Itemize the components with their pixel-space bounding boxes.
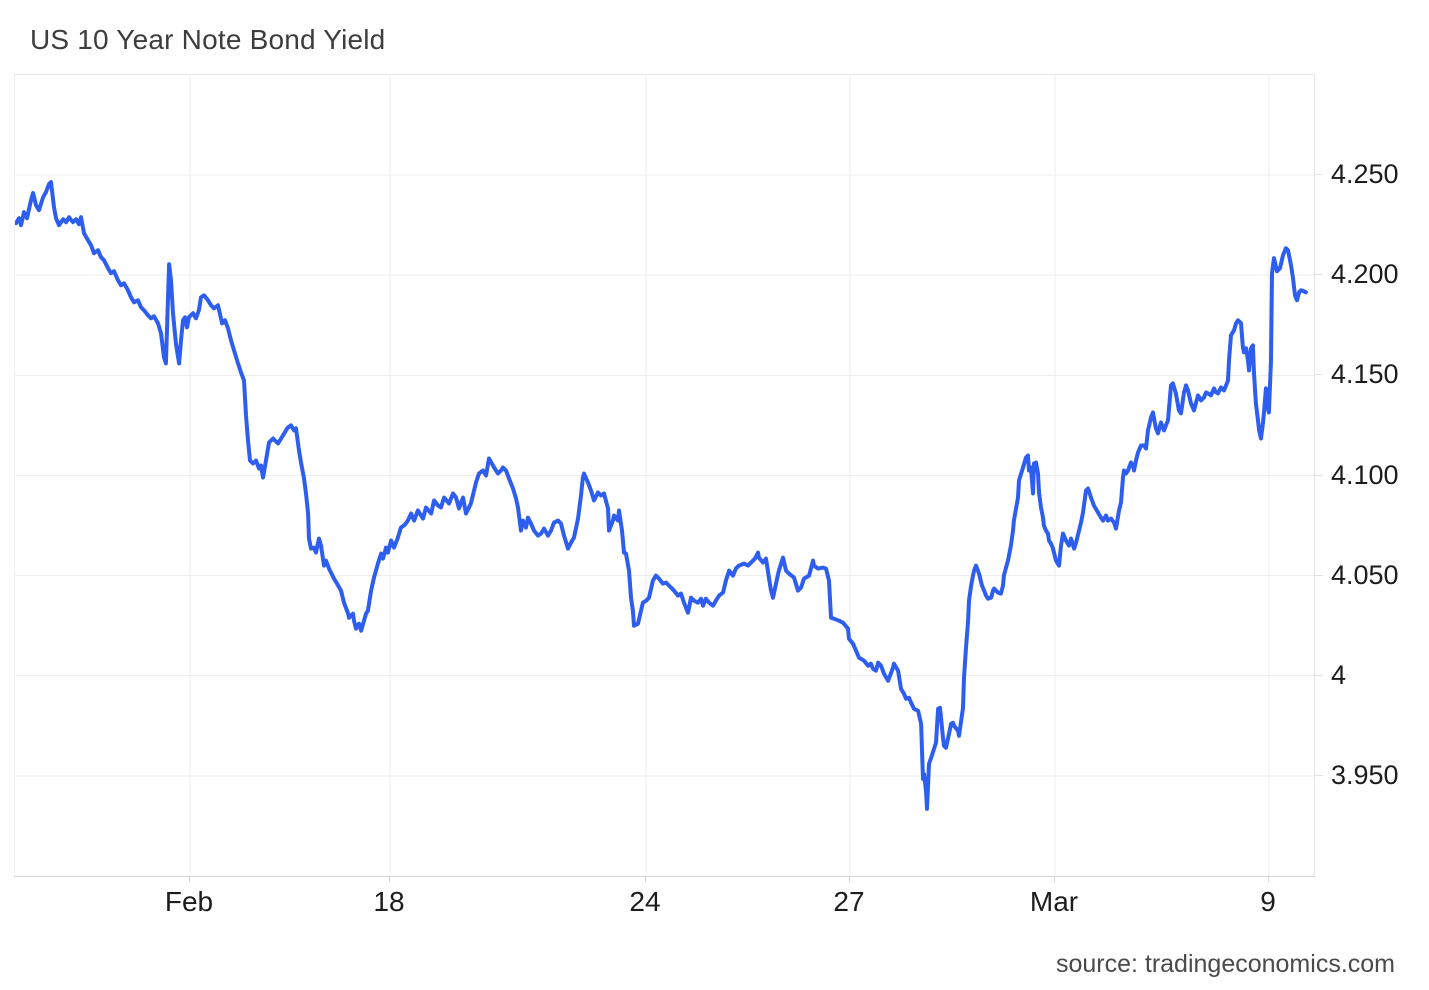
x-axis-tick xyxy=(1054,876,1055,882)
y-axis-tick xyxy=(1314,174,1323,175)
y-axis-label: 4.050 xyxy=(1331,560,1399,590)
source-credit[interactable]: source: tradingeconomics.com xyxy=(1055,950,1395,978)
y-axis-label: 4.150 xyxy=(1331,359,1399,389)
y-axis-tick xyxy=(1314,675,1323,676)
x-axis-tick xyxy=(389,876,390,882)
x-axis-label: Mar xyxy=(1029,886,1079,917)
x-axis-tick xyxy=(189,876,190,882)
y-axis-tick xyxy=(1314,775,1323,776)
x-axis-label: 9 xyxy=(1260,886,1276,917)
y-axis-label: 4.100 xyxy=(1331,460,1399,490)
y-axis-tick xyxy=(1314,575,1323,576)
y-axis-tick xyxy=(1314,274,1323,275)
y-axis-label: 4.250 xyxy=(1331,159,1399,189)
x-axis-tick xyxy=(645,876,646,882)
y-axis-label: 4 xyxy=(1331,660,1347,690)
x-axis-label: Feb xyxy=(164,886,214,917)
chart-title: US 10 Year Note Bond Yield xyxy=(30,24,386,55)
y-axis-tick xyxy=(1314,374,1323,375)
yield-line xyxy=(15,180,1308,811)
x-axis-label: 18 xyxy=(373,886,405,917)
x-axis-tick xyxy=(849,876,850,882)
x-axis-label: 27 xyxy=(833,886,865,917)
y-axis-tick xyxy=(1314,475,1323,476)
yield-line-chart xyxy=(15,75,1314,876)
y-axis-label: 4.200 xyxy=(1331,259,1399,289)
plot-area[interactable] xyxy=(14,74,1315,877)
x-axis-tick xyxy=(1268,876,1269,882)
x-axis-label: 24 xyxy=(629,886,661,917)
y-axis-label: 3.950 xyxy=(1331,760,1399,790)
